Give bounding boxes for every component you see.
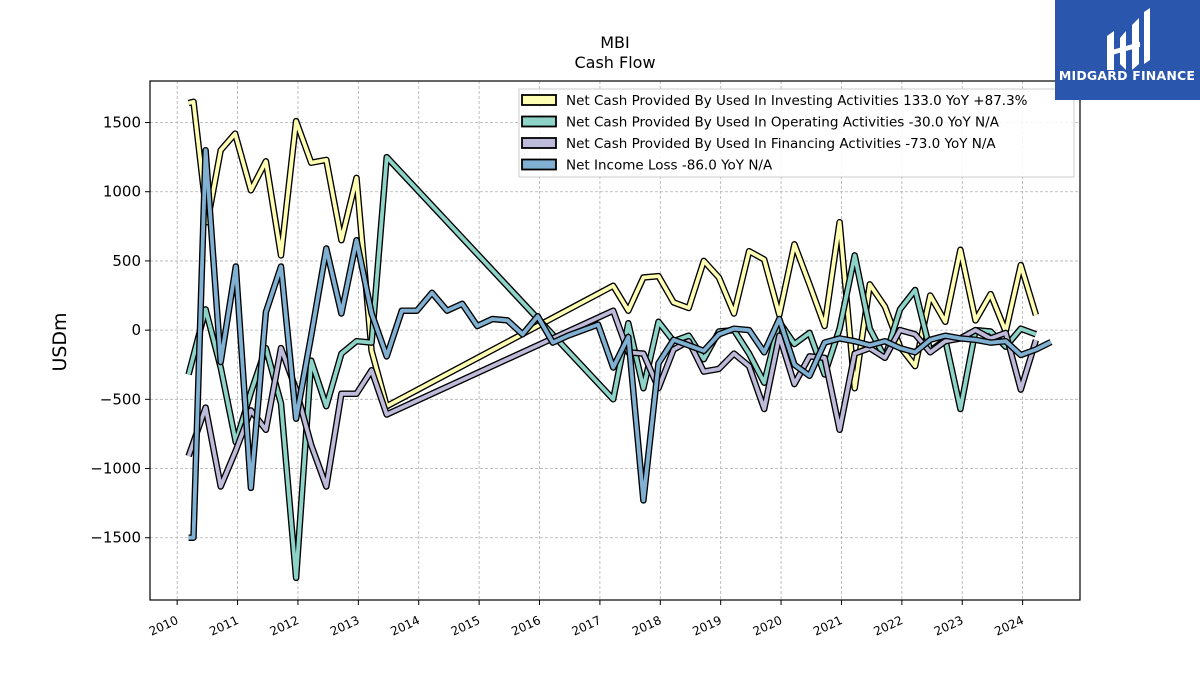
x-tick-label: 2019 — [690, 613, 724, 639]
plot-frame — [149, 80, 1081, 601]
logo-text: MIDGARD FINANCE — [1059, 68, 1195, 83]
x-tick-label: 2024 — [992, 613, 1026, 639]
x-tick-label: 2012 — [268, 613, 302, 639]
legend-label-1: Net Cash Provided By Used In Operating A… — [566, 115, 1000, 131]
x-tick-label: 2021 — [811, 613, 845, 639]
x-tick-label: 2020 — [751, 613, 785, 639]
legend: Net Cash Provided By Used In Investing A… — [518, 88, 1075, 178]
legend-label-2: Net Cash Provided By Used In Financing A… — [566, 136, 996, 152]
y-tick-label: −500 — [100, 390, 141, 408]
x-tick-label: 2018 — [630, 613, 664, 639]
chart-subtitle: Cash Flow — [574, 53, 655, 72]
x-tick-label: 2011 — [207, 613, 241, 639]
logo-mark-icon — [1107, 8, 1150, 70]
chart-title: MBI — [600, 33, 630, 52]
y-tick-label: −1000 — [90, 460, 141, 478]
legend-swatch-1 — [521, 115, 557, 128]
x-tick-label: 2015 — [449, 613, 483, 639]
x-tick-label: 2010 — [147, 613, 181, 639]
y-tick-label: −1500 — [90, 529, 141, 547]
legend-swatch-3 — [521, 158, 557, 171]
x-tick-label: 2014 — [388, 613, 422, 639]
legend-swatch-2 — [521, 137, 557, 149]
y-axis-label: USDm — [49, 312, 71, 371]
y-axis-ticks: −1500 −1000 −500 0 500 1000 1500 — [90, 114, 150, 547]
y-tick-label: 1000 — [103, 183, 141, 201]
legend-swatch-0 — [521, 94, 557, 106]
y-tick-label: 0 — [131, 321, 141, 339]
x-tick-label: 2016 — [509, 613, 543, 639]
series-outline-3 — [188, 146, 1053, 541]
x-tick-label: 2023 — [932, 613, 966, 639]
x-tick-label: 2022 — [872, 613, 906, 639]
y-tick-label: 500 — [112, 252, 141, 270]
brand-logo: MIDGARD FINANCE — [1055, 0, 1200, 100]
x-axis-ticks: 2010 2011 2012 2013 2014 2015 2016 2017 2018 2019… — [147, 600, 1026, 639]
y-tick-label: 1500 — [103, 114, 141, 132]
series-line-0 — [188, 99, 1038, 409]
legend-label-0: Net Cash Provided By Used In Investing A… — [566, 93, 1028, 109]
series-lines — [185, 98, 1053, 582]
x-tick-label: 2017 — [570, 613, 604, 639]
legend-box — [518, 88, 1075, 178]
series-line-3 — [188, 148, 1052, 540]
legend-label-3: Net Income Loss -86.0 YoY N/A — [566, 158, 773, 174]
x-tick-label: 2013 — [328, 613, 362, 639]
